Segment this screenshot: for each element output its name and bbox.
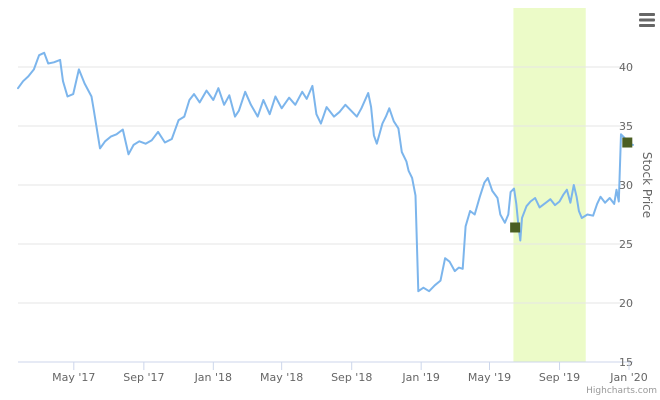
x-tick-label: Jan '18 bbox=[194, 371, 232, 384]
y-tick-label: 20 bbox=[619, 297, 633, 310]
x-tick-label: Jan '19 bbox=[401, 371, 439, 384]
y-axis-title: Stock Price bbox=[640, 152, 654, 218]
y-tick-label: 35 bbox=[619, 120, 633, 133]
hamburger-menu-icon[interactable] bbox=[637, 12, 657, 28]
y-tick-label: 25 bbox=[619, 238, 633, 251]
x-tick-label: Sep '17 bbox=[123, 371, 164, 384]
x-tick-label: May '19 bbox=[468, 371, 511, 384]
event-marker[interactable] bbox=[510, 222, 521, 233]
chart-credits[interactable]: Highcharts.com bbox=[586, 386, 657, 396]
y-tick-label: 40 bbox=[619, 61, 633, 74]
x-tick-label: May '18 bbox=[260, 371, 303, 384]
event-marker[interactable] bbox=[622, 137, 633, 148]
stock-price-line[interactable] bbox=[17, 51, 634, 293]
x-tick-label: Sep '19 bbox=[539, 371, 580, 384]
x-tick-label: Sep '18 bbox=[331, 371, 372, 384]
y-tick-label: 30 bbox=[619, 179, 633, 192]
y-tick-label: 15 bbox=[619, 356, 633, 369]
x-tick-label: May '17 bbox=[52, 371, 95, 384]
x-tick-label: Jan '20 bbox=[609, 371, 647, 384]
